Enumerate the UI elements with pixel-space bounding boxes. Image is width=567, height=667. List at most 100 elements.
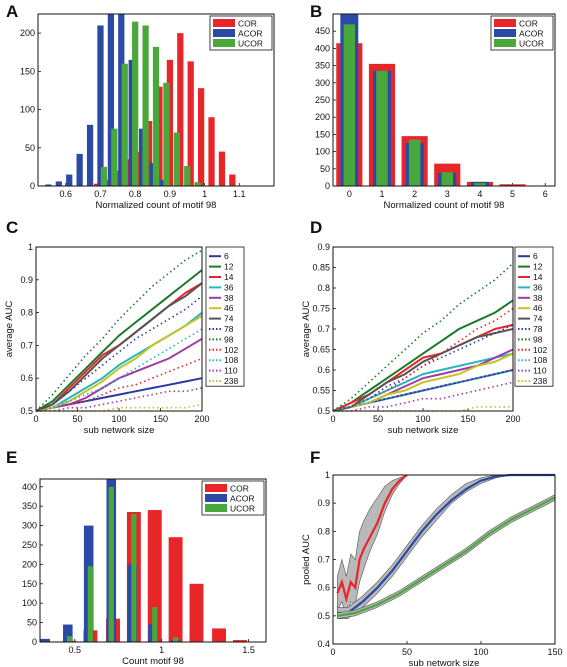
x-tick-label: 5	[510, 189, 515, 199]
x-tick-label: 150	[460, 414, 475, 424]
series-line-38	[35, 337, 203, 412]
y-tick-label: 50	[27, 618, 37, 628]
series-line-78	[35, 295, 203, 412]
x-tick-label: 100	[111, 414, 126, 424]
x-tick-label: 1	[202, 189, 207, 199]
y-tick-label: 50	[25, 143, 35, 153]
series-line-98	[332, 262, 514, 412]
legend-label: 238	[533, 376, 547, 386]
legend-label: 6	[533, 251, 538, 261]
bar-ucor	[474, 183, 486, 186]
bar-ucor	[132, 21, 139, 186]
x-tick-label: 200	[194, 414, 209, 424]
panel-label-d: D	[310, 218, 323, 237]
x-axis-label: Normalized count of motif 98	[384, 200, 505, 211]
bar-acor	[97, 25, 104, 186]
legend-label: 238	[224, 376, 238, 386]
bar-ucor	[142, 25, 149, 186]
y-tick-label: 250	[22, 540, 37, 550]
bars-group	[40, 479, 247, 642]
y-tick-label: 0.8	[317, 526, 330, 536]
bar-cor	[145, 121, 153, 186]
line-chart-d: 0 50 100 150 200 0.5 0.55 0.6 0.65 0.7 0.75 0.8 0.85…	[301, 242, 554, 436]
legend-label: COR	[230, 484, 249, 494]
bar-ucor	[131, 513, 137, 642]
y-tick-label: 0.5	[20, 406, 33, 416]
y-tick-label: 0.85	[312, 263, 330, 273]
bar-cor	[208, 117, 215, 186]
x-tick-label: 150	[153, 414, 168, 424]
bar-cor	[104, 179, 111, 186]
legend-label: 6	[224, 251, 229, 261]
x-tick-label: 100	[473, 647, 488, 657]
panel-label-a: A	[6, 2, 19, 21]
y-tick-label: 0	[32, 637, 37, 647]
legend-label: UCOR	[238, 39, 263, 49]
x-tick-label: 0	[330, 414, 335, 424]
bar-cor	[168, 537, 183, 642]
legend-label: COR	[238, 19, 257, 29]
x-tick-label: 1	[379, 189, 384, 199]
y-tick-label: 150	[20, 66, 35, 76]
y-tick-label: 0	[325, 181, 330, 191]
legend-label: ACOR	[230, 494, 255, 504]
series-line-12	[332, 299, 514, 412]
legend-label: 74	[533, 314, 543, 324]
legend-label: 14	[224, 272, 234, 282]
bar-acor	[55, 181, 62, 186]
x-tick-label: 150	[547, 647, 562, 657]
bar-ucor	[376, 70, 388, 186]
bar-cor	[212, 628, 227, 642]
y-tick-label: 0.65	[312, 345, 330, 355]
line-chart-c: 0 50 100 150 200 0.5 0.6 0.7 0.8 0.9 1 sub network …	[4, 242, 245, 436]
bar-acor	[128, 59, 135, 186]
y-tick-label: 200	[22, 559, 37, 569]
y-tick-label: 1	[28, 242, 33, 252]
bar-acor	[40, 638, 50, 642]
bar-ucor	[172, 637, 179, 642]
plot-frame	[332, 474, 556, 645]
legend-label: 102	[533, 345, 547, 355]
series-line-108	[332, 369, 514, 412]
y-tick-label: 0.5	[317, 611, 330, 621]
panel-label-f: F	[310, 448, 321, 467]
bar-cor	[187, 61, 194, 186]
y-tick-label: 150	[315, 129, 330, 139]
x-axis-label: sub network size	[388, 425, 459, 436]
bar-ucor	[408, 139, 421, 186]
x-tick-label: 50	[72, 414, 82, 424]
y-tick-label: 100	[22, 598, 37, 608]
y-tick-label: 150	[22, 579, 37, 589]
legend-swatch	[213, 39, 235, 47]
bar-cor	[93, 183, 101, 186]
y-tick-label: 0.7	[20, 340, 33, 350]
bar-ucor	[343, 24, 356, 186]
y-tick-label: 300	[22, 521, 37, 531]
bar-cor	[166, 59, 174, 186]
bar-cor	[197, 88, 205, 186]
legend-label: 36	[224, 282, 234, 292]
bar-cor	[232, 640, 247, 642]
y-tick-label: 50	[320, 164, 330, 174]
bars-group	[45, 14, 236, 186]
x-tick-label: 0.8	[129, 189, 142, 199]
bar-acor	[159, 179, 167, 186]
y-tick-label: 100	[315, 147, 330, 157]
y-tick-label: 0.4	[317, 639, 330, 649]
y-tick-label: 0.6	[317, 583, 330, 593]
legend-label: 12	[533, 262, 543, 272]
legend-swatch	[205, 504, 227, 512]
bar-ucor	[66, 636, 73, 642]
x-tick-label: 0.6	[60, 189, 73, 199]
y-tick-label: 0.75	[312, 304, 330, 314]
legend-label: 14	[533, 272, 543, 282]
bar-acor	[45, 184, 52, 186]
legend-label: 98	[224, 334, 234, 344]
x-tick-label: 100	[415, 414, 430, 424]
panel-label-b: B	[310, 2, 323, 21]
x-tick-label: 0	[347, 189, 352, 199]
legend-label: 46	[224, 303, 234, 313]
x-axis-label: sub network size	[84, 425, 155, 436]
bar-ucor	[111, 128, 118, 186]
y-tick-label: 400	[22, 482, 37, 492]
